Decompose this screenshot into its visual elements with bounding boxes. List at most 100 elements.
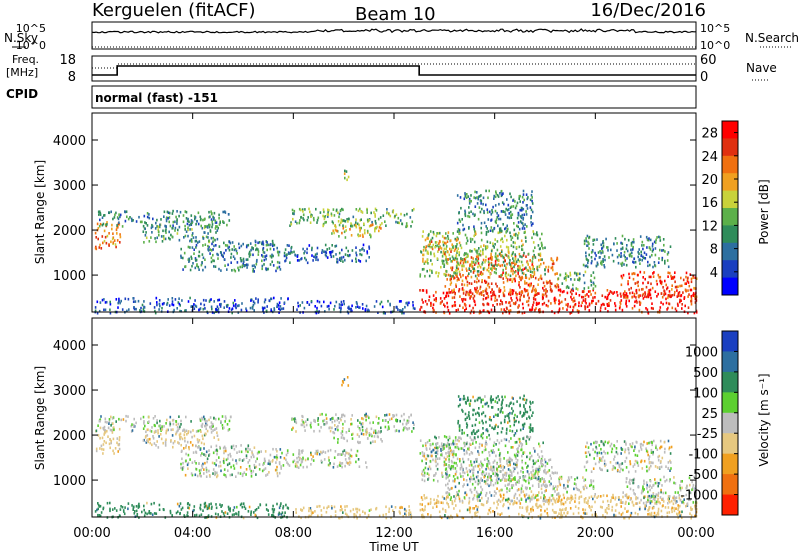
data-cell — [600, 495, 602, 498]
data-cell — [556, 256, 558, 260]
data-cell — [447, 234, 449, 238]
data-cell — [333, 214, 336, 217]
data-cell — [519, 277, 521, 280]
data-cell — [211, 242, 213, 246]
data-cell — [236, 261, 239, 264]
data-cell — [599, 306, 602, 310]
data-cell — [521, 514, 523, 517]
data-cell — [513, 467, 516, 471]
data-cell — [476, 191, 478, 194]
data-cell — [662, 500, 665, 503]
data-cell — [120, 505, 122, 508]
data-cell — [456, 274, 458, 278]
data-cell — [520, 498, 523, 501]
data-cell — [220, 269, 222, 272]
data-cell — [441, 255, 444, 258]
data-cell — [446, 262, 449, 265]
data-cell — [164, 224, 166, 228]
data-cell — [110, 240, 112, 244]
data-cell — [326, 305, 329, 308]
data-cell — [482, 290, 485, 293]
data-cell — [643, 251, 646, 255]
data-cell — [638, 308, 641, 312]
data-cell — [425, 496, 428, 500]
data-cell — [210, 210, 212, 213]
data-cell — [465, 267, 468, 271]
data-cell — [629, 254, 631, 258]
data-cell — [278, 511, 280, 515]
data-cell — [235, 445, 237, 448]
data-cell — [509, 259, 511, 262]
scatter-region-13 — [424, 236, 459, 255]
scatter-region-15 — [582, 234, 672, 269]
data-cell — [135, 509, 138, 513]
data-cell — [559, 273, 562, 277]
data-cell — [633, 304, 636, 308]
data-cell — [517, 231, 520, 235]
data-cell — [516, 224, 518, 228]
data-cell — [490, 481, 492, 484]
data-cell — [446, 473, 448, 476]
data-cell — [312, 259, 314, 262]
data-cell — [590, 256, 593, 259]
data-cell — [104, 431, 107, 434]
data-cell — [505, 245, 508, 249]
data-cell — [671, 294, 674, 297]
data-cell — [594, 291, 597, 295]
data-cell — [208, 449, 210, 452]
data-cell — [179, 304, 181, 307]
data-cell — [160, 235, 163, 238]
data-cell — [473, 269, 476, 272]
data-cell — [180, 466, 182, 470]
data-cell — [484, 281, 487, 284]
data-cell — [321, 451, 323, 455]
data-cell — [357, 425, 359, 428]
data-cell — [654, 253, 657, 257]
data-cell — [422, 301, 424, 304]
data-cell — [187, 300, 190, 303]
data-cell — [406, 303, 409, 307]
data-cell — [500, 250, 503, 254]
y-tick-label: 3000 — [53, 179, 86, 194]
cpid-value: normal (fast) -151 — [95, 91, 218, 105]
data-cell — [101, 298, 104, 302]
data-cell — [489, 257, 492, 260]
data-cell — [411, 209, 414, 212]
data-cell — [168, 236, 170, 240]
data-cell — [99, 213, 102, 216]
data-cell — [530, 208, 533, 212]
data-cell — [377, 311, 379, 314]
data-cell — [463, 297, 465, 301]
data-cell — [280, 502, 282, 505]
data-cell — [458, 230, 461, 233]
data-cell — [447, 503, 449, 506]
data-cell — [191, 246, 194, 249]
data-cell — [587, 240, 589, 244]
data-cell — [377, 431, 379, 435]
data-cell — [195, 444, 197, 448]
data-cell — [245, 473, 247, 476]
data-cell — [630, 242, 633, 245]
data-cell — [359, 234, 362, 237]
data-cell — [509, 192, 511, 196]
data-cell — [492, 483, 495, 487]
data-cell — [664, 279, 666, 283]
data-cell — [310, 512, 313, 516]
data-cell — [447, 309, 450, 312]
data-cell — [230, 445, 233, 449]
data-cell — [164, 237, 167, 241]
data-cell — [341, 462, 344, 465]
data-cell — [496, 298, 498, 302]
data-cell — [525, 500, 527, 503]
data-cell — [278, 261, 281, 265]
data-cell — [560, 512, 562, 515]
data-cell — [255, 260, 258, 263]
data-cell — [487, 512, 489, 516]
data-cell — [255, 465, 258, 469]
data-cell — [320, 513, 323, 517]
data-cell — [247, 510, 250, 513]
data-cell — [538, 258, 540, 262]
data-cell — [456, 464, 458, 467]
data-cell — [470, 264, 473, 267]
